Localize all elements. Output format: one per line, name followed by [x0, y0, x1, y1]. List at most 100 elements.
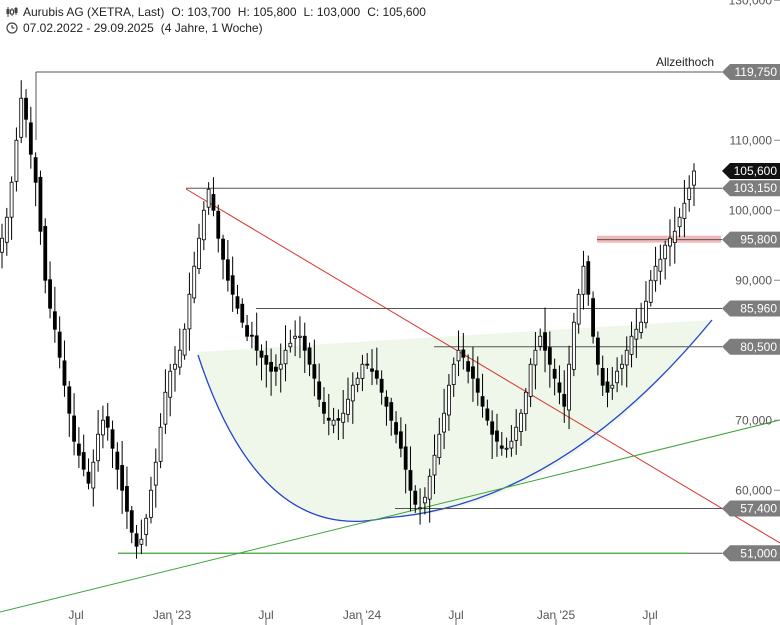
candle-body: [341, 412, 346, 423]
level-tag-shape: [722, 500, 780, 517]
candle-body: [153, 461, 158, 486]
candle: [394, 411, 398, 444]
candle-body: [398, 431, 403, 449]
candle-body: [0, 237, 4, 253]
candle: [384, 390, 389, 426]
candle: [158, 413, 163, 469]
resistance-trendline: [185, 188, 780, 544]
candle: [408, 446, 413, 512]
candle-body: [437, 433, 442, 458]
candle-body: [427, 475, 432, 500]
candle: [76, 427, 81, 468]
candle: [552, 358, 557, 396]
instrument-title: Aurubis AG (XETRA, Last): [23, 5, 165, 19]
candle: [576, 288, 581, 334]
candle: [514, 409, 519, 455]
candle: [302, 322, 307, 373]
candle: [67, 380, 72, 437]
candle-body: [682, 202, 687, 219]
candle: [615, 357, 620, 393]
candle: [317, 363, 322, 407]
candle: [365, 353, 370, 370]
candle-body: [302, 335, 307, 351]
level-tag: 119,750: [722, 64, 780, 80]
candle-body: [216, 210, 221, 239]
candle: [254, 312, 259, 366]
level-tag-shape: [722, 163, 780, 180]
candle-body: [562, 393, 567, 407]
level-tag-shape: [722, 338, 780, 355]
candle-body: [331, 419, 336, 426]
candle: [567, 345, 571, 430]
candle: [692, 163, 696, 207]
candle-body: [533, 349, 538, 366]
candle: [168, 363, 173, 417]
candle-body: [182, 328, 187, 356]
candle-body: [581, 265, 586, 295]
candle: [432, 434, 437, 495]
candle: [28, 106, 33, 169]
candle: [43, 218, 48, 294]
candle-body: [634, 328, 639, 340]
candle-body: [72, 415, 76, 442]
candle: [91, 449, 96, 507]
candle-body: [442, 412, 447, 433]
candle: [475, 356, 480, 406]
candle-body: [206, 188, 211, 208]
candle: [668, 219, 672, 267]
candle-body: [629, 335, 634, 355]
candle: [288, 329, 293, 353]
candle: [672, 206, 677, 264]
candle-body: [264, 355, 269, 365]
level-tag: 57,400: [722, 500, 780, 517]
level-tag-shape: [722, 64, 780, 80]
candle-body: [91, 461, 96, 489]
x-tick-label: Jul: [642, 608, 657, 622]
candle: [201, 201, 206, 251]
candle-body: [365, 363, 370, 366]
x-tick-label: Jul: [68, 608, 83, 622]
candle-body: [422, 496, 427, 504]
level-labels-layer: 119,750 105,600 103,150 95,800 85,960 80,500 5…: [656, 55, 780, 562]
level-tag: 105,600: [722, 163, 780, 180]
candle-body: [177, 349, 182, 368]
y-tick-label: 100,000: [729, 203, 773, 217]
candle: [528, 358, 533, 408]
candle-body: [552, 368, 557, 379]
candle-body: [28, 122, 33, 155]
candle-body: [514, 426, 519, 441]
candle-body: [307, 347, 312, 365]
candle: [533, 331, 538, 390]
date-range: 07.02.2022 - 29.09.2025: [23, 21, 154, 35]
candle: [9, 176, 14, 240]
candle: [264, 340, 269, 388]
candle: [543, 307, 547, 373]
candle: [374, 347, 379, 385]
candle: [0, 223, 4, 269]
candle-body: [350, 384, 355, 402]
y-tick-label: 90,000: [735, 273, 772, 287]
candle-body: [586, 261, 591, 295]
candle: [687, 175, 692, 212]
candle: [442, 388, 447, 450]
candle: [52, 286, 57, 343]
level-tag-label: 105,600: [734, 164, 778, 178]
clock-icon: [6, 22, 18, 34]
candle: [173, 346, 177, 392]
candle-body: [240, 303, 245, 323]
candle: [427, 468, 432, 523]
candle: [624, 336, 629, 388]
candle: [326, 393, 331, 436]
candle: [379, 370, 384, 405]
candle-body: [24, 97, 28, 120]
candle: [149, 476, 153, 524]
candle-body: [567, 363, 571, 411]
candle: [557, 365, 562, 405]
candle: [259, 344, 264, 381]
horizontal-levels-layer: [35, 71, 722, 554]
level-tag-shape: [722, 180, 780, 197]
candle-body: [149, 489, 153, 518]
candle: [120, 440, 125, 514]
candle-body: [115, 451, 120, 470]
candle-body: [288, 342, 293, 348]
